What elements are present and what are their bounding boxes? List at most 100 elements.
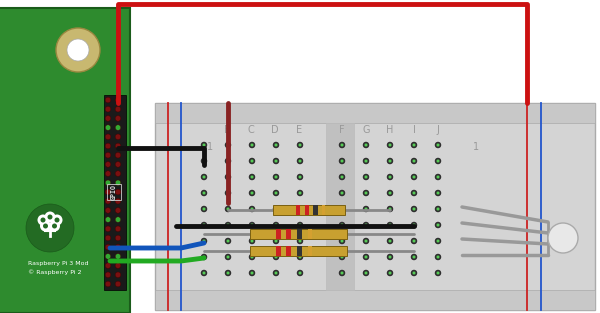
Circle shape (225, 142, 231, 148)
Circle shape (275, 208, 277, 211)
Circle shape (435, 254, 441, 260)
Circle shape (227, 143, 229, 146)
Circle shape (435, 142, 441, 148)
Circle shape (43, 223, 48, 228)
Circle shape (341, 192, 343, 194)
Circle shape (363, 270, 369, 276)
Circle shape (201, 190, 207, 196)
Circle shape (365, 255, 367, 259)
Circle shape (227, 239, 229, 243)
Circle shape (413, 160, 415, 162)
Circle shape (363, 158, 369, 164)
Circle shape (413, 255, 415, 259)
Circle shape (275, 192, 277, 194)
Circle shape (339, 206, 345, 212)
Circle shape (275, 160, 277, 162)
Circle shape (203, 223, 205, 227)
Circle shape (225, 206, 231, 212)
Circle shape (227, 271, 229, 275)
Circle shape (387, 270, 393, 276)
Circle shape (411, 174, 417, 180)
Circle shape (275, 223, 277, 227)
Circle shape (251, 192, 254, 194)
Circle shape (273, 158, 279, 164)
Bar (305, 205, 309, 215)
Circle shape (225, 238, 231, 244)
Circle shape (297, 270, 303, 276)
Text: 1: 1 (473, 142, 479, 152)
Circle shape (105, 263, 111, 269)
Circle shape (339, 158, 345, 164)
Circle shape (52, 214, 62, 225)
Circle shape (275, 239, 277, 243)
Circle shape (251, 223, 254, 227)
Circle shape (339, 238, 345, 244)
Circle shape (297, 174, 303, 180)
Circle shape (105, 162, 111, 167)
Circle shape (227, 176, 229, 178)
Bar (322, 205, 325, 215)
Circle shape (387, 206, 393, 212)
Circle shape (105, 226, 111, 232)
Circle shape (273, 270, 279, 276)
Circle shape (105, 97, 111, 103)
Circle shape (203, 143, 205, 146)
Circle shape (339, 142, 345, 148)
Circle shape (341, 255, 343, 259)
Text: © Raspberry Pi 2: © Raspberry Pi 2 (28, 269, 82, 275)
Circle shape (115, 208, 121, 213)
Circle shape (52, 223, 57, 228)
Circle shape (435, 158, 441, 164)
Circle shape (105, 189, 111, 195)
Circle shape (275, 176, 277, 178)
Circle shape (435, 222, 441, 228)
Circle shape (225, 222, 231, 228)
Circle shape (389, 255, 392, 259)
Circle shape (341, 239, 343, 243)
Circle shape (115, 272, 121, 278)
Circle shape (389, 160, 392, 162)
Circle shape (437, 176, 439, 178)
Circle shape (249, 270, 255, 276)
Circle shape (105, 143, 111, 149)
Circle shape (273, 238, 279, 244)
Circle shape (365, 176, 367, 178)
Circle shape (249, 238, 255, 244)
Circle shape (203, 192, 205, 194)
Circle shape (201, 142, 207, 148)
Circle shape (387, 254, 393, 260)
Circle shape (387, 238, 393, 244)
Bar (296, 205, 301, 215)
Circle shape (341, 208, 343, 211)
Circle shape (249, 158, 255, 164)
Circle shape (341, 176, 343, 178)
Circle shape (411, 222, 417, 228)
Circle shape (435, 238, 441, 244)
Text: C: C (248, 125, 254, 135)
Circle shape (115, 106, 121, 112)
Circle shape (363, 238, 369, 244)
Circle shape (115, 143, 121, 149)
Circle shape (40, 220, 51, 232)
Circle shape (389, 192, 392, 194)
Circle shape (201, 174, 207, 180)
Circle shape (273, 174, 279, 180)
Circle shape (341, 271, 343, 275)
Text: F: F (339, 125, 345, 135)
Circle shape (437, 239, 439, 243)
Circle shape (413, 143, 415, 146)
Circle shape (251, 208, 254, 211)
Circle shape (105, 125, 111, 131)
Bar (0, 8, 130, 313)
Circle shape (413, 271, 415, 275)
Text: E: E (296, 125, 302, 135)
Circle shape (67, 39, 89, 61)
Circle shape (413, 239, 415, 243)
Circle shape (341, 160, 343, 162)
Circle shape (105, 198, 111, 204)
Bar (155, 103, 595, 123)
Circle shape (203, 176, 205, 178)
Circle shape (297, 190, 303, 196)
Bar (286, 229, 292, 239)
Circle shape (365, 271, 367, 275)
